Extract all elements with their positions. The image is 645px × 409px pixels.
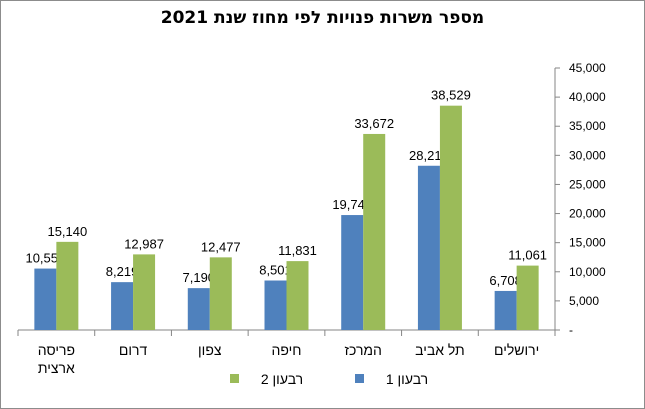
data-label: 10,552: [25, 251, 65, 266]
bar: [209, 257, 232, 330]
data-label: 33,672: [354, 116, 394, 131]
y-tick-label: 10,000: [569, 265, 606, 279]
y-tick-label: 35,000: [569, 119, 606, 133]
y-tick-label: -: [569, 323, 573, 337]
legend-label: רבעון 2: [261, 371, 303, 387]
bar: [264, 280, 287, 330]
legend-swatch: [355, 374, 364, 383]
category-label: ארצית: [38, 360, 75, 376]
bar: [417, 165, 440, 330]
data-label: 38,529: [431, 88, 471, 103]
legend-label: רבעון 1: [386, 371, 428, 387]
bar: [187, 288, 210, 330]
category-label: צפון: [198, 342, 222, 358]
bar: [133, 254, 156, 330]
data-label: 12,987: [124, 236, 164, 251]
data-label: 19,743: [332, 197, 372, 212]
data-label: 6,708: [489, 273, 522, 288]
bar: [56, 241, 79, 330]
bar: [439, 105, 462, 330]
category-label: דרום: [119, 342, 148, 358]
y-tick-label: 15,000: [569, 236, 606, 250]
category-label: פריסה: [38, 342, 75, 358]
legend-swatch: [230, 374, 239, 383]
category-label: תל אביב: [415, 342, 465, 358]
bar: [516, 265, 539, 330]
data-label: 15,140: [47, 224, 87, 239]
data-label: 12,477: [201, 239, 241, 254]
data-label: 7,190: [183, 270, 216, 285]
data-label: 8,501: [259, 263, 292, 278]
category-label: המרכז: [344, 342, 381, 358]
y-tick-label: 20,000: [569, 207, 606, 221]
data-label: 28,210: [409, 148, 449, 163]
bar: [363, 133, 386, 330]
bar: [286, 261, 309, 330]
bar: [341, 215, 364, 330]
data-label: 8,219: [106, 264, 139, 279]
data-label: 11,061: [508, 248, 547, 263]
data-label: 11,831: [278, 243, 317, 258]
bar: [111, 282, 134, 330]
chart-title: מספר משרות פנויות לפי מחוז שנת 2021: [160, 8, 485, 28]
category-label: ירושלים: [494, 342, 539, 358]
y-tick-label: 30,000: [569, 148, 606, 162]
y-tick-label: 40,000: [569, 90, 606, 104]
y-tick-label: 25,000: [569, 177, 606, 191]
y-tick-label: 5,000: [569, 294, 599, 308]
bar: [34, 268, 57, 330]
bar: [494, 290, 517, 330]
y-tick-label: 45,000: [569, 61, 606, 75]
category-label: חיפה: [272, 342, 302, 358]
